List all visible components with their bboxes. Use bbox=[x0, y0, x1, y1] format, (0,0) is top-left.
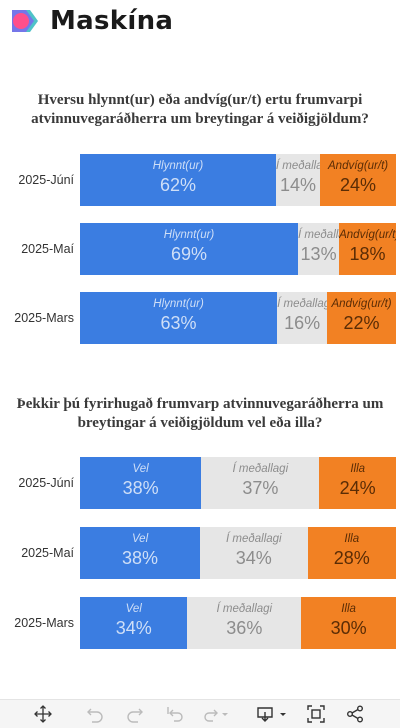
segment-series-label: Illa bbox=[350, 463, 366, 475]
segment-value-label: 36% bbox=[226, 618, 263, 638]
bar-segment[interactable]: Andvíg(ur/t) 18% bbox=[339, 223, 396, 275]
revert-icon[interactable] bbox=[166, 705, 184, 723]
segment-value-label: 62% bbox=[159, 175, 196, 195]
segment-series-label: Vel bbox=[131, 533, 149, 545]
download-icon[interactable] bbox=[256, 705, 274, 723]
stacked-bar: Vel 38% Í meðallagi 37% Illa 24% bbox=[80, 457, 396, 509]
bar-segment[interactable]: Í meðallagi 13% bbox=[298, 223, 340, 275]
row-label: 2025-Mars bbox=[14, 616, 74, 630]
bar-segment[interactable]: Vel 38% bbox=[80, 527, 201, 579]
segment-series-label: Hlynnt(ur) bbox=[153, 298, 204, 310]
segment-value-label: 63% bbox=[160, 313, 197, 333]
segment-series-label: Andvíg(ur/t) bbox=[328, 160, 389, 172]
bar-segment[interactable]: Í meðallagi 14% bbox=[275, 154, 321, 206]
undo-icon[interactable] bbox=[86, 705, 104, 723]
segment-value-label: 24% bbox=[340, 175, 377, 195]
segment-value-label: 38% bbox=[122, 478, 159, 498]
fullscreen-icon[interactable] bbox=[307, 705, 325, 723]
bar-segment[interactable]: Hlynnt(ur) 69% bbox=[80, 223, 299, 275]
segment-series-label: Í meðallagi bbox=[216, 603, 273, 615]
segment-series-label: Hlynnt(ur) bbox=[152, 160, 204, 172]
segment-value-label: 14% bbox=[280, 175, 317, 195]
bar-segment[interactable]: Vel 34% bbox=[80, 597, 188, 649]
chart1-title: Hversu hlynnt(ur) eða andvíg(ur/t) ertu … bbox=[31, 92, 369, 127]
bar-segment[interactable]: Í meðallagi 36% bbox=[187, 597, 302, 649]
stacked-bar: Vel 38% Í meðallagi 34% Illa 28% bbox=[80, 527, 396, 579]
segment-value-label: 38% bbox=[122, 548, 159, 568]
segment-value-label: 30% bbox=[330, 618, 367, 638]
stacked-bar: Hlynnt(ur) 63% Í meðallagi 16% Andvíg(ur/t) 2… bbox=[80, 292, 396, 344]
stacked-bar: Vel 34% Í meðallagi 36% Illa 30% bbox=[80, 597, 396, 649]
segment-series-label: Í meðallagi bbox=[225, 533, 282, 545]
chart2-title: Þekkir þú fyrirhugað frumvarp atvinnuveg… bbox=[16, 396, 384, 431]
forward-icon[interactable] bbox=[203, 705, 221, 723]
bar-segment[interactable]: Vel 38% bbox=[80, 457, 202, 509]
segment-series-label: Vel bbox=[125, 603, 142, 615]
segment-series-label: Í meðallagi bbox=[277, 298, 327, 310]
brand-logo: Maskína bbox=[8, 4, 173, 38]
brand-name: Maskína bbox=[50, 6, 174, 36]
segment-value-label: 16% bbox=[284, 313, 321, 333]
segment-series-label: Vel bbox=[132, 463, 149, 475]
row-label: 2025-Júní bbox=[18, 476, 74, 490]
bar-segment[interactable]: Í meðallagi 34% bbox=[200, 527, 308, 579]
row-label: 2025-Maí bbox=[21, 242, 74, 256]
segment-series-label: Í meðallagi bbox=[232, 463, 289, 475]
segment-value-label: 24% bbox=[339, 478, 376, 498]
segment-value-label: 18% bbox=[349, 244, 386, 264]
bar-segment[interactable]: Andvíg(ur/t) 24% bbox=[320, 154, 396, 206]
bar-segment[interactable]: Andvíg(ur/t) 22% bbox=[327, 292, 396, 344]
bar-segment[interactable]: Í meðallagi 16% bbox=[277, 292, 328, 344]
stacked-bar: Hlynnt(ur) 69% Í meðallagi 13%Andvíg(ur/t) 1… bbox=[80, 223, 396, 275]
move-icon[interactable] bbox=[34, 705, 52, 723]
download-dropdown-icon[interactable] bbox=[274, 705, 286, 723]
row-label: 2025-Júní bbox=[18, 173, 74, 187]
redo-icon[interactable] bbox=[126, 705, 144, 723]
stacked-bar: Hlynnt(ur) 62% Í meðallagi 14% Andvíg(ur/t) 2… bbox=[80, 154, 396, 206]
segment-value-label: 13% bbox=[300, 244, 337, 264]
bar-segment[interactable]: Hlynnt(ur) 62% bbox=[80, 154, 276, 206]
segment-series-label: Andvíg(ur/t) bbox=[331, 298, 392, 310]
segment-series-label: Hlynnt(ur) bbox=[163, 229, 215, 241]
segment-series-label: Andvíg(ur/t) bbox=[339, 229, 396, 241]
segment-value-label: 22% bbox=[343, 313, 380, 333]
segment-value-label: 37% bbox=[242, 478, 279, 498]
forward-dropdown-icon[interactable] bbox=[216, 705, 228, 723]
segment-value-label: 34% bbox=[235, 548, 272, 568]
bar-segment[interactable]: Hlynnt(ur) 63% bbox=[80, 292, 278, 344]
share-icon[interactable] bbox=[346, 705, 364, 723]
segment-value-label: 34% bbox=[115, 618, 152, 638]
segment-value-label: 69% bbox=[171, 244, 208, 264]
row-label: 2025-Maí bbox=[21, 546, 74, 560]
bar-segment[interactable]: Illa 24% bbox=[319, 457, 396, 509]
bar-segment[interactable]: Í meðallagi 37% bbox=[201, 457, 320, 509]
segment-series-label: Illa bbox=[344, 533, 360, 545]
segment-series-label: Í meðallagi bbox=[298, 229, 339, 241]
segment-series-label: Í meðallagi bbox=[275, 160, 320, 172]
maskina-logo-icon bbox=[12, 10, 38, 32]
bar-segment[interactable]: Illa 30% bbox=[301, 597, 396, 649]
bar-segment[interactable]: Illa 28% bbox=[307, 527, 396, 579]
segment-series-label: Illa bbox=[341, 603, 356, 615]
row-label: 2025-Mars bbox=[14, 311, 74, 325]
chart-toolbar bbox=[0, 699, 400, 728]
segment-value-label: 28% bbox=[333, 548, 370, 568]
